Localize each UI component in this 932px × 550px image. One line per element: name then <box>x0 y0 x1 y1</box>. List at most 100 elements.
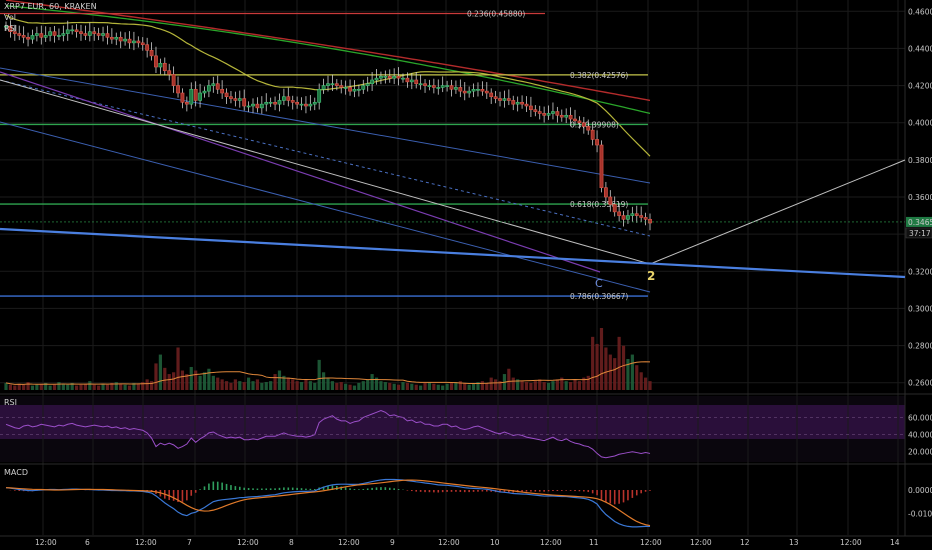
volume-bar <box>471 383 476 390</box>
x-axis-tick: 12:00 <box>35 538 57 547</box>
candle-body <box>321 85 326 90</box>
candle-body <box>211 83 216 86</box>
volume-bar <box>396 384 401 390</box>
candle-body <box>370 79 375 85</box>
volume-bar <box>4 382 8 390</box>
x-axis-tick: 8 <box>289 538 294 547</box>
volume-bar <box>516 379 520 390</box>
candle-body <box>480 88 485 92</box>
candle-body <box>92 31 97 34</box>
candle-body <box>648 218 652 224</box>
volume-bar <box>599 328 604 390</box>
fib-level-label: 0.786(0.30667) <box>570 292 628 301</box>
candle-body <box>83 33 88 36</box>
volume-bar <box>295 381 299 390</box>
candle-body <box>498 98 502 101</box>
candle-body <box>105 33 110 38</box>
candle-body <box>387 75 392 79</box>
volume-bar <box>132 382 136 390</box>
candle-body <box>595 139 599 146</box>
candle-body <box>436 87 441 89</box>
volume-bar <box>617 336 621 390</box>
volume-bar <box>233 379 237 390</box>
volume-bar <box>163 367 167 390</box>
candle-body <box>273 101 277 105</box>
trendline-upper-blue <box>0 67 651 184</box>
volume-bar <box>277 370 282 390</box>
candle-body <box>365 83 370 86</box>
candle-body <box>167 70 172 75</box>
candle-body <box>184 101 189 105</box>
candle-body <box>308 103 313 107</box>
volume-bar <box>286 377 290 390</box>
volume-bar <box>101 383 105 390</box>
candle-body <box>630 213 635 216</box>
volume-bar <box>114 382 118 390</box>
volume-bar <box>494 379 498 390</box>
candle-body <box>312 101 317 105</box>
candle-body <box>237 98 242 101</box>
volume-bar <box>608 354 612 390</box>
volume-bar <box>22 384 26 390</box>
candle-body <box>454 87 458 90</box>
candle-body <box>61 33 66 36</box>
candle-body <box>356 88 361 91</box>
volume-bar <box>313 382 317 390</box>
candle-body <box>290 100 295 103</box>
volume-bar <box>463 382 467 390</box>
volume-bar <box>538 379 542 390</box>
x-axis-tick: 12:00 <box>135 538 157 547</box>
volume-bar <box>432 383 436 390</box>
countdown-label: 37:17 <box>909 229 931 238</box>
candle-body <box>326 83 330 86</box>
volume-bar <box>366 379 370 390</box>
candle-body <box>74 29 79 33</box>
candle-body <box>431 85 436 88</box>
volume-bar <box>97 385 101 390</box>
candle-body <box>109 36 114 40</box>
volume-bar <box>207 368 211 390</box>
candle-body <box>471 88 476 92</box>
candle-body <box>224 92 229 98</box>
volume-bar <box>105 384 110 390</box>
candle-body <box>281 96 286 101</box>
candle-body <box>17 33 22 36</box>
candle-body <box>43 35 48 38</box>
candle-body <box>220 88 225 94</box>
volume-bar <box>70 382 74 390</box>
candle-body <box>233 98 238 101</box>
volume-bar <box>198 375 202 390</box>
candle-body <box>57 35 61 37</box>
volume-bar <box>308 381 312 390</box>
volume-bar <box>321 372 326 390</box>
candle-body <box>132 40 136 44</box>
candle-body <box>542 113 547 116</box>
countdown-badge <box>905 227 932 239</box>
symbol-label: XRP7 EUR, 60, KRAKEN <box>4 2 97 11</box>
volume-bar <box>555 379 559 390</box>
candle-body <box>599 144 604 189</box>
candle-body <box>158 62 163 68</box>
x-axis-tick: 12:00 <box>840 538 862 547</box>
candle-body <box>502 98 507 101</box>
volume-bar <box>149 381 154 390</box>
candle-body <box>39 33 44 38</box>
last-price-badge <box>906 216 932 227</box>
candle-body <box>215 83 220 90</box>
candle-body <box>401 77 405 80</box>
volume-bar <box>83 383 87 390</box>
volume-bar <box>595 343 599 390</box>
volume-bar <box>224 381 229 390</box>
rsi-line <box>5 410 651 459</box>
candle-body <box>559 114 564 118</box>
candle-body <box>511 100 516 105</box>
candle-body <box>352 88 357 92</box>
candle-body <box>555 111 560 116</box>
volume-bar <box>560 377 564 390</box>
candle-body <box>409 79 414 83</box>
volume-bar <box>229 382 233 390</box>
